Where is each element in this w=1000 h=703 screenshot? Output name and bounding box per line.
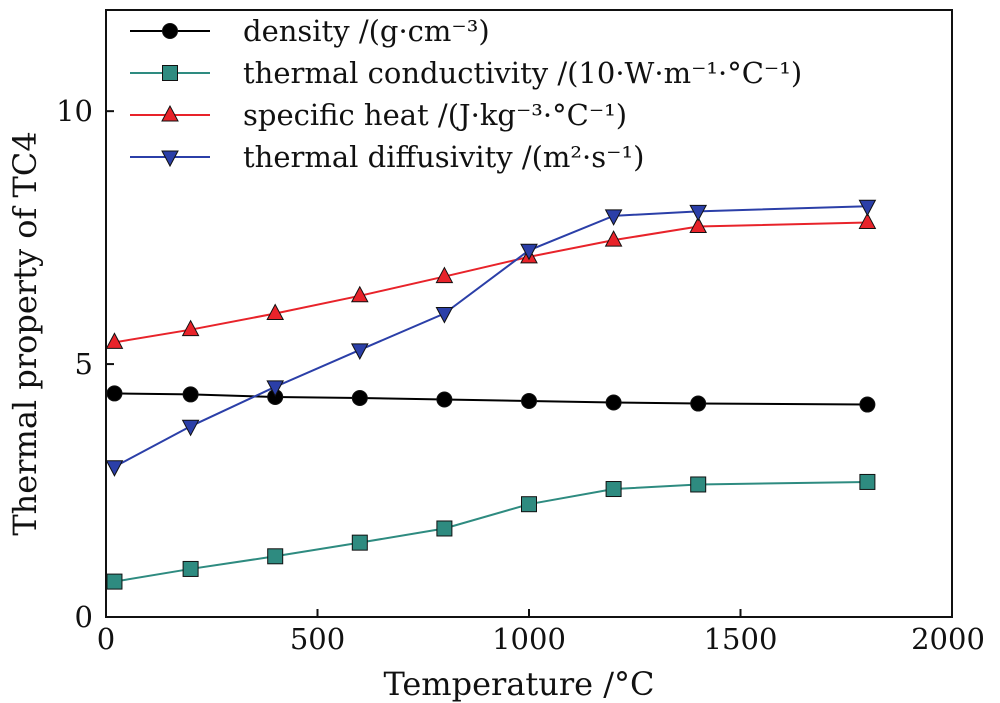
legend: density /(g·cm⁻³) thermal conductivity /(… [130,14,802,174]
series-2 [105,212,877,349]
series-line [114,480,868,583]
series-layer [105,199,877,590]
legend-item: specific heat /(J·kg⁻³·°C⁻¹) [130,98,627,132]
data-point [106,573,123,590]
series-line [114,392,868,406]
data-point [105,332,124,349]
data-point [181,319,200,337]
data-point [859,473,876,490]
data-point [605,394,622,411]
data-point [690,395,707,412]
series-1 [106,473,876,590]
series-0 [106,385,876,413]
legend-label: thermal conductivity /(10·W·m⁻¹·°C⁻¹) [243,56,802,90]
y-tick-label: 10 [56,94,93,128]
data-point [689,216,708,233]
data-point [521,496,537,513]
legend-marker [162,23,178,39]
y-tick-label: 5 [75,347,93,381]
data-point [689,204,708,222]
data-point [605,481,622,498]
x-tick-label: 1500 [704,622,778,656]
data-point [350,285,369,303]
data-point [181,419,200,437]
data-point [351,389,368,406]
data-point [436,391,453,408]
legend-label: density /(g·cm⁻³) [243,14,490,48]
legend-item: thermal diffusivity /(m²·s⁻¹) [130,140,644,174]
data-point [858,199,877,217]
legend-marker [161,104,179,122]
series-line [114,221,868,344]
legend-item: thermal conductivity /(10·W·m⁻¹·°C⁻¹) [130,56,802,90]
x-tick-label: 1000 [492,622,566,656]
data-point [604,209,623,226]
data-point [690,476,707,493]
data-point [266,303,285,320]
x-axis-label: Temperature /°C [383,665,654,703]
data-point [604,230,623,247]
data-point [436,520,453,537]
x-tick-label: 500 [290,622,345,656]
x-tick-label: 2000 [911,622,985,656]
legend-marker [162,65,178,81]
legend-label: thermal diffusivity /(m²·s⁻¹) [243,140,644,174]
data-point [435,307,454,324]
data-point [859,396,876,413]
data-point [350,343,369,360]
data-point [182,386,199,403]
legend-marker [161,150,179,168]
data-point [521,393,537,410]
data-point [435,266,454,284]
data-point [106,385,123,402]
data-point [266,380,285,397]
y-tick-label: 0 [75,600,93,634]
legend-item: density /(g·cm⁻³) [130,14,490,48]
data-point [351,534,368,551]
series-line [113,205,868,468]
data-point [520,243,538,261]
data-point [267,548,284,565]
axes: 0 500 1000 1500 2000 0 5 10 [56,9,985,656]
data-point [105,460,124,477]
y-axis-label: Thermal property of TC4 [6,131,44,535]
data-point [858,212,877,229]
series-3 [105,199,877,477]
legend-label: specific heat /(J·kg⁻³·°C⁻¹) [243,98,627,132]
x-tick-label: 0 [97,622,115,656]
data-point [182,560,199,577]
